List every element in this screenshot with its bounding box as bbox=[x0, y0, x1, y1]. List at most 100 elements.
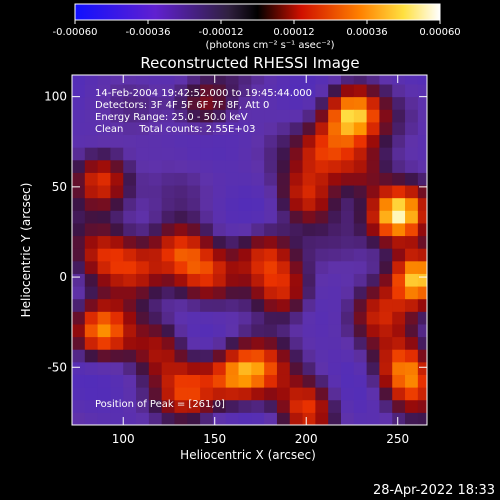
heatmap-cell bbox=[276, 159, 291, 173]
heatmap-cell bbox=[251, 185, 265, 199]
heatmap-cell bbox=[289, 235, 304, 249]
heatmap-cell bbox=[340, 210, 355, 224]
heatmap-cell bbox=[148, 298, 163, 312]
heatmap-cell bbox=[110, 84, 124, 98]
heatmap-cell bbox=[302, 75, 316, 85]
x-tick-label: 250 bbox=[386, 432, 409, 446]
heatmap-cell bbox=[264, 336, 278, 350]
heatmap-cell bbox=[97, 336, 111, 350]
heatmap-cell bbox=[276, 399, 291, 413]
heatmap-cell bbox=[225, 197, 240, 211]
heatmap-cell bbox=[136, 361, 150, 375]
heatmap-cell bbox=[353, 323, 368, 338]
heatmap-cell bbox=[379, 248, 393, 262]
heatmap-cell bbox=[315, 134, 329, 148]
heatmap-cell bbox=[392, 185, 406, 199]
heatmap-cell bbox=[276, 349, 291, 363]
heatmap-cell bbox=[123, 349, 137, 363]
heatmap-cell bbox=[353, 412, 368, 425]
heatmap-cell bbox=[187, 286, 201, 300]
heatmap-cell bbox=[264, 197, 278, 211]
heatmap-cell bbox=[417, 349, 427, 363]
heatmap-cell bbox=[84, 399, 99, 413]
heatmap-cell bbox=[328, 96, 342, 110]
heatmap-cell bbox=[417, 222, 427, 237]
heatmap-cell bbox=[225, 235, 240, 249]
heatmap-cell bbox=[251, 387, 265, 401]
heatmap-cell bbox=[212, 374, 227, 388]
heatmap-cell bbox=[379, 96, 393, 110]
heatmap-cell bbox=[353, 159, 368, 173]
heatmap-cell bbox=[366, 121, 380, 136]
heatmap-cell bbox=[123, 399, 137, 413]
heatmap-cell bbox=[136, 349, 150, 363]
heatmap-cell bbox=[238, 349, 252, 363]
heatmap-cell bbox=[379, 336, 393, 350]
heatmap-cell bbox=[161, 361, 175, 375]
heatmap-cell bbox=[302, 210, 316, 224]
heatmap-cell bbox=[187, 96, 201, 110]
heatmap-cell bbox=[72, 323, 86, 338]
heatmap-cell bbox=[72, 159, 86, 173]
heatmap-cell bbox=[110, 260, 124, 274]
heatmap-cell bbox=[174, 159, 188, 173]
heatmap-cell bbox=[251, 121, 265, 136]
heatmap-cell bbox=[84, 298, 99, 312]
heatmap-cell bbox=[72, 361, 86, 375]
heatmap-cell bbox=[72, 248, 86, 262]
heatmap-cell bbox=[353, 349, 368, 363]
heatmap-cell bbox=[366, 159, 380, 173]
heatmap-cell bbox=[366, 197, 380, 211]
heatmap-cell bbox=[187, 349, 201, 363]
heatmap-cell bbox=[251, 134, 265, 148]
heatmap-cell bbox=[161, 159, 175, 173]
heatmap-cell bbox=[328, 134, 342, 148]
heatmap-cell bbox=[225, 412, 240, 425]
heatmap-cell bbox=[212, 235, 227, 249]
x-tick-label: 200 bbox=[295, 432, 318, 446]
heatmap-cell bbox=[417, 235, 427, 249]
heatmap-cell bbox=[225, 361, 240, 375]
heatmap-cell bbox=[417, 298, 427, 312]
heatmap-cell bbox=[97, 197, 111, 211]
heatmap-cell bbox=[392, 96, 406, 110]
heatmap-cell bbox=[148, 96, 163, 110]
heatmap-cell bbox=[238, 172, 252, 186]
heatmap-cell bbox=[340, 134, 355, 148]
heatmap-cell bbox=[366, 374, 380, 388]
heatmap-cell bbox=[379, 172, 393, 186]
heatmap-cell bbox=[136, 260, 150, 274]
heatmap-cell bbox=[136, 210, 150, 224]
heatmap-cell bbox=[110, 121, 124, 136]
heatmap-cell bbox=[97, 248, 111, 262]
heatmap-cell bbox=[353, 235, 368, 249]
heatmap-cell bbox=[110, 298, 124, 312]
heatmap-cell bbox=[353, 222, 368, 237]
heatmap-cell bbox=[212, 311, 227, 325]
heatmap-cell bbox=[72, 336, 86, 350]
heatmap-cell bbox=[366, 298, 380, 312]
heatmap-cell bbox=[187, 260, 201, 274]
heatmap-cell bbox=[123, 412, 137, 425]
heatmap-cell bbox=[187, 336, 201, 350]
heatmap-cell bbox=[417, 96, 427, 110]
heatmap-cell bbox=[84, 235, 99, 249]
y-tick-label: 100 bbox=[44, 90, 67, 104]
heatmap-cell bbox=[97, 84, 111, 98]
heatmap-cell bbox=[161, 121, 175, 136]
heatmap-cell bbox=[315, 84, 329, 98]
heatmap-cell bbox=[174, 387, 188, 401]
heatmap-cell bbox=[251, 311, 265, 325]
heatmap-cell bbox=[405, 159, 419, 173]
heatmap-cell bbox=[187, 222, 201, 237]
heatmap-cell bbox=[136, 121, 150, 136]
heatmap-cell bbox=[264, 412, 278, 425]
heatmap-cell bbox=[251, 336, 265, 350]
heatmap-cell bbox=[212, 96, 227, 110]
heatmap-cell bbox=[72, 387, 86, 401]
heatmap-cell bbox=[238, 374, 252, 388]
heatmap-cell bbox=[84, 121, 99, 136]
heatmap-cell bbox=[97, 260, 111, 274]
heatmap-cell bbox=[225, 121, 240, 136]
heatmap-cell bbox=[417, 273, 427, 287]
